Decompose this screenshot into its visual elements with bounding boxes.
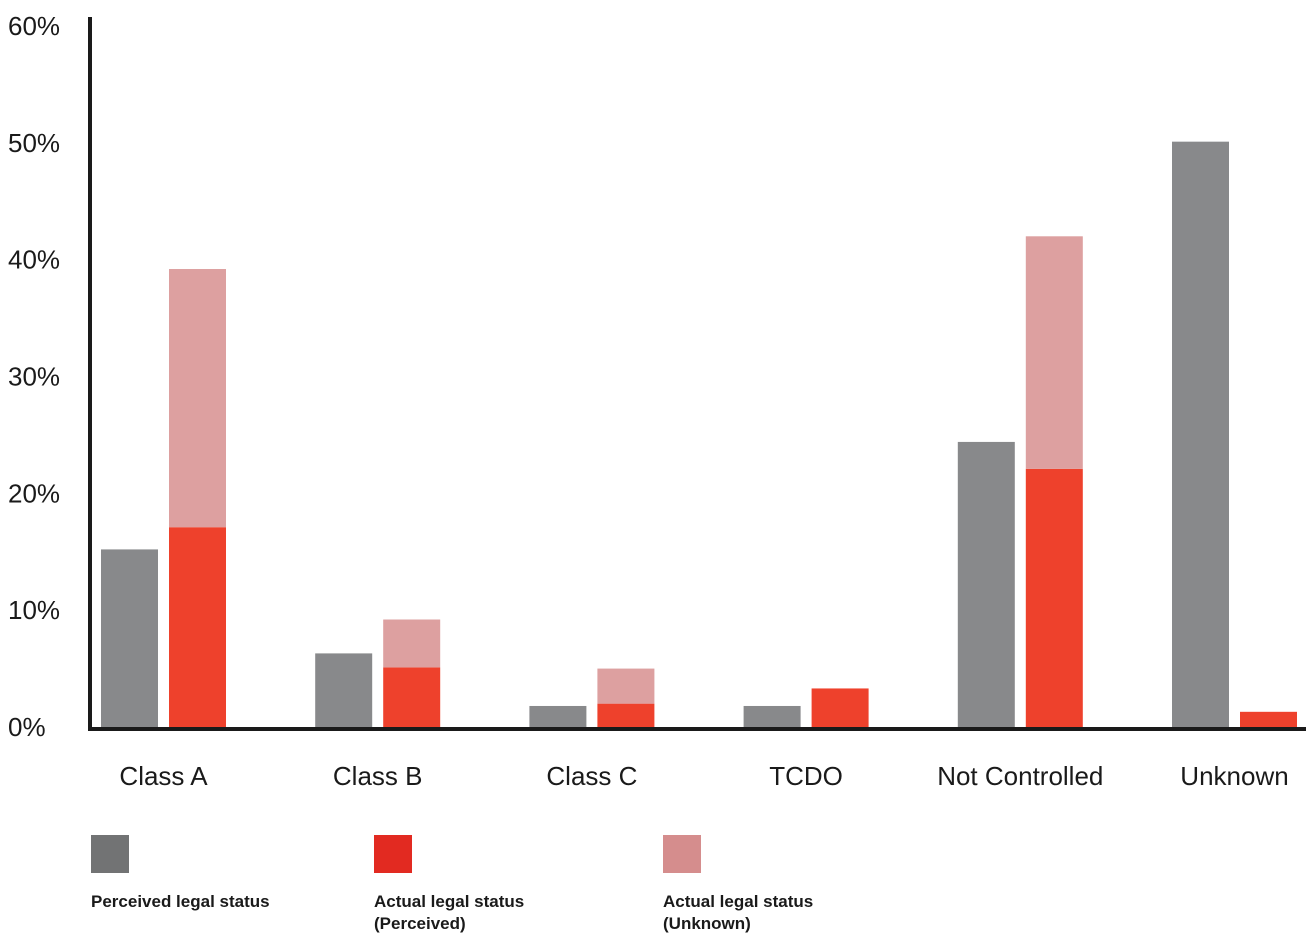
bar-perceived-legal-status-class-b bbox=[315, 653, 373, 727]
bar-perceived-legal-status-not-controlled bbox=[957, 441, 1015, 727]
legend-label: Actual legal status bbox=[663, 892, 813, 911]
bar-actual-legal-status-perceived-class-c bbox=[597, 703, 655, 727]
bar-actual-legal-status-unknown-class-a bbox=[169, 269, 226, 528]
bar-actual-legal-status-unknown-class-c bbox=[597, 668, 655, 704]
legend-label: Actual legal status bbox=[374, 892, 524, 911]
y-tick-label: 20% bbox=[8, 478, 60, 508]
bar-actual-legal-status-unknown-class-b bbox=[383, 619, 441, 668]
bar-perceived-legal-status-tcdo bbox=[743, 705, 801, 727]
bar-actual-legal-status-perceived-unknown bbox=[1240, 711, 1297, 727]
bar-perceived-legal-status-class-a bbox=[101, 549, 158, 727]
y-tick-label: 0% bbox=[8, 712, 46, 742]
y-tick-label: 30% bbox=[8, 362, 60, 392]
bar-actual-legal-status-perceived-not-controlled bbox=[1025, 468, 1083, 727]
legend-swatch bbox=[91, 835, 129, 873]
bar-actual-legal-status-perceived-class-b bbox=[383, 667, 441, 727]
category-label-class-c: Class C bbox=[546, 761, 637, 791]
category-label-tcdo: TCDO bbox=[769, 761, 843, 791]
bar-perceived-legal-status-unknown bbox=[1172, 141, 1229, 728]
legend-label: Perceived legal status bbox=[91, 892, 270, 911]
category-label-not-controlled: Not Controlled bbox=[937, 761, 1103, 791]
bar-actual-legal-status-perceived-class-a bbox=[169, 527, 226, 727]
y-tick-label: 10% bbox=[8, 595, 60, 625]
y-tick-labels: 0% 10% 20% 30% 40% 50% 60% bbox=[8, 11, 60, 742]
bar-actual-legal-status-perceived-tcdo bbox=[811, 688, 869, 727]
legend-swatch bbox=[374, 835, 412, 873]
bars-group bbox=[101, 141, 1297, 728]
legend: Perceived legal status Actual legal statu… bbox=[91, 835, 813, 933]
category-label-class-a: Class A bbox=[119, 761, 208, 791]
bar-perceived-legal-status-class-c bbox=[529, 705, 587, 727]
category-label-unknown: Unknown bbox=[1180, 761, 1288, 791]
y-tick-label: 50% bbox=[8, 128, 60, 158]
legend-label-line2: (Perceived) bbox=[374, 914, 466, 933]
y-tick-label: 60% bbox=[8, 11, 60, 41]
legend-label-line2: (Unknown) bbox=[663, 914, 751, 933]
category-label-class-b: Class B bbox=[333, 761, 423, 791]
y-tick-label: 40% bbox=[8, 245, 60, 275]
bar-actual-legal-status-unknown-not-controlled bbox=[1025, 236, 1083, 469]
legend-swatch bbox=[663, 835, 701, 873]
category-labels: Class A Class B Class C TCDO Not Controlled U… bbox=[119, 761, 1288, 791]
